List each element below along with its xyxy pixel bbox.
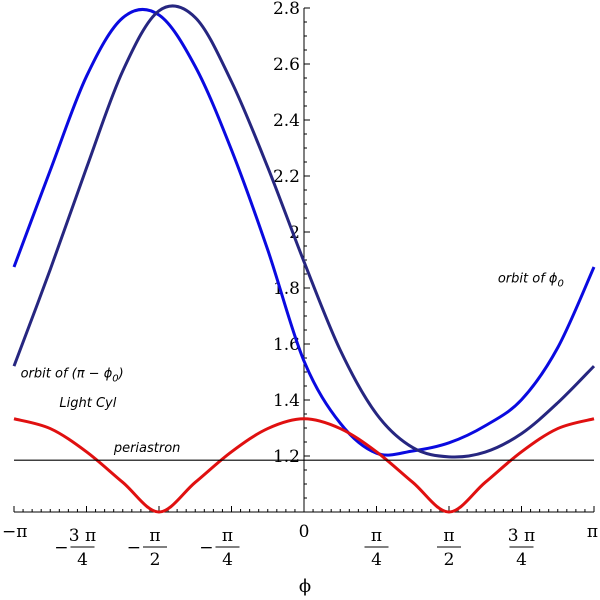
x-tick-denominator: 2 [444,550,455,570]
x-tick-label: −π 2 [127,526,167,570]
x-tick-numerator: 3 π [508,526,535,546]
x-tick-text: −π [2,522,27,542]
annotation-tail: ) [118,367,124,382]
x-tick-denominator: 4 [77,550,88,570]
x-tick-numerator: 3 π [69,526,96,546]
x-tick-label: 3 π4 [508,526,535,570]
x-tick-text: 0 [299,522,310,542]
x-tick-label: 0 [299,522,310,542]
y-tick-label: 1.4 [273,391,300,411]
y-tick-label: 1.6 [273,335,300,355]
annotation-text: Light Cyl [59,396,116,411]
y-tick-label: 2.8 [273,0,300,19]
annotation-label: orbit of (π − ϕ0) [21,367,124,385]
x-tick-denominator: 4 [516,550,527,570]
y-tick-label: 2 [289,223,300,243]
y-tick-label: 2.2 [273,167,300,187]
x-tick-label: −3 π 4 [54,526,96,570]
annotation-label: periastron [113,441,181,456]
x-tick-label: π [587,522,598,542]
series-line [13,417,595,514]
y-tick-label: 2.4 [273,111,300,131]
x-tick-sign: − [127,538,141,558]
x-tick-denominator: 4 [371,550,382,570]
annotation-label: orbit of ϕ0 [498,271,564,289]
x-tick-denominator: 4 [222,550,233,570]
annotation-subscript: 0 [557,278,563,289]
x-tick-sign: − [199,538,213,558]
x-axis-title: ϕ [299,576,311,597]
y-tick-label: 2.6 [273,55,300,75]
x-tick-text: π [587,522,598,542]
annotation-text: orbit of ϕ [498,271,558,286]
x-tick-sign: − [54,538,68,558]
axes-layer: 1.21.41.61.822.22.42.62.8−π−3 π4−π2−π40 π… [2,0,598,570]
x-tick-label: −π [2,522,27,542]
x-tick-label: π4 [364,526,389,570]
series-layer [12,4,596,514]
annotation-label: Light Cyl [59,396,116,411]
x-tick-numerator: π [371,526,382,546]
x-tick-numerator: π [149,526,160,546]
annotation-text: periastron [113,441,181,456]
series-line [12,8,596,457]
series-line [12,4,596,459]
x-tick-label: −π 4 [199,526,240,570]
x-tick-label: π2 [437,526,462,570]
x-tick-denominator: 2 [150,550,161,570]
y-tick-label: 1.2 [273,447,300,467]
x-tick-numerator: π [443,526,454,546]
annotation-text: orbit of (π − ϕ [21,367,113,382]
annotation-subscript: 0 [112,374,118,385]
x-tick-numerator: π [222,526,233,546]
